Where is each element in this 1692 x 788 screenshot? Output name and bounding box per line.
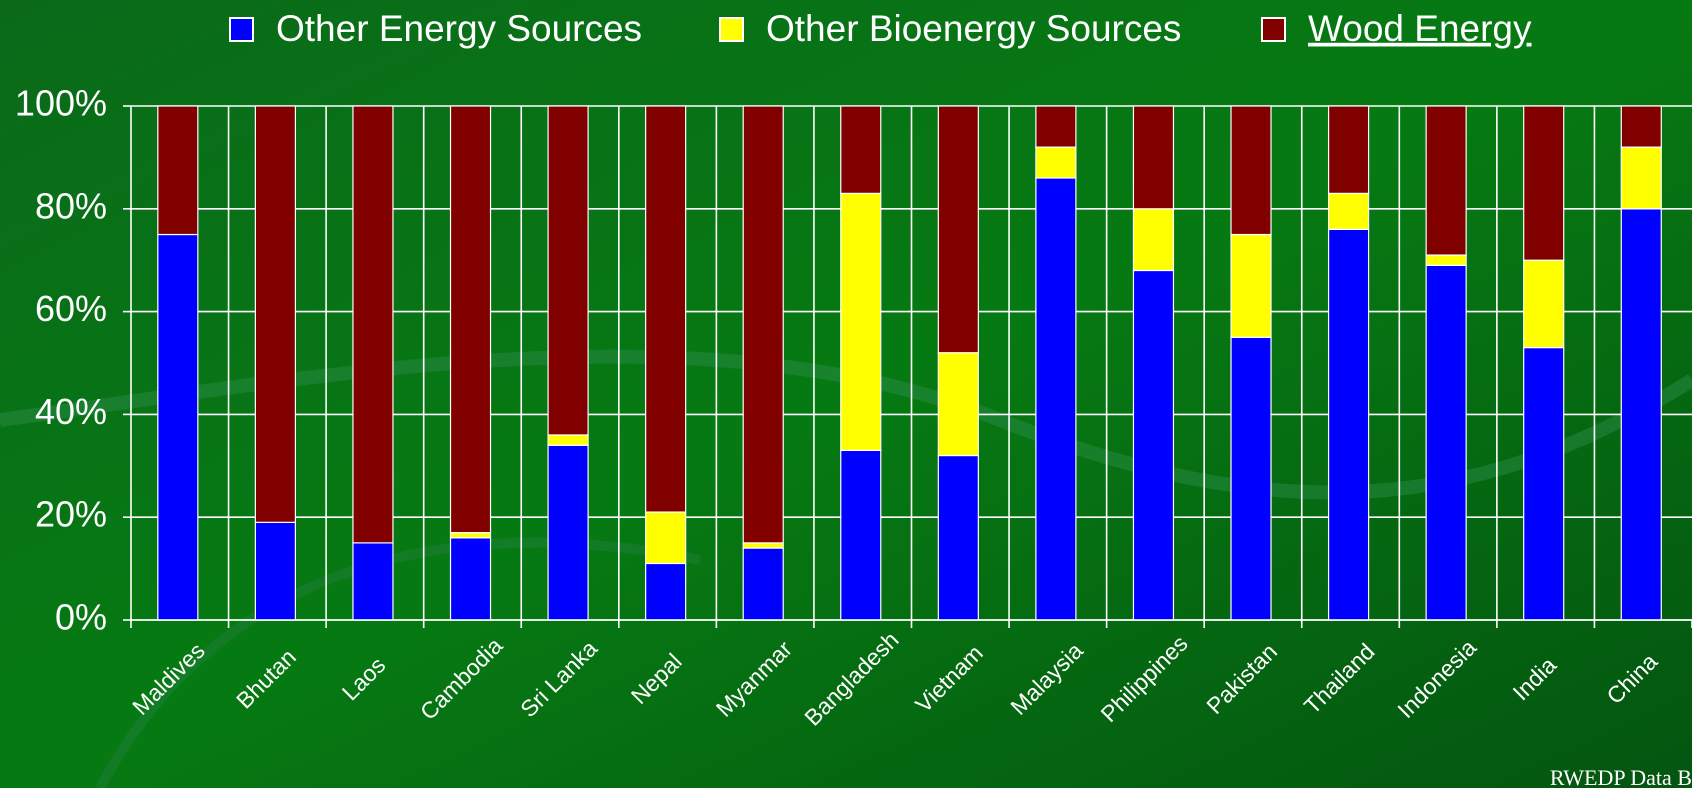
bar-segment [840,449,882,621]
bar-segment [1132,269,1175,621]
legend-label: Other Bioenergy Sources [766,8,1181,49]
bar-segment [742,542,784,549]
bar-segment [1620,105,1662,148]
bar-segment [645,562,687,621]
bar-segment [254,521,296,621]
bar-segment [352,105,394,544]
bar-segment [449,105,492,534]
y-tick-label: 20% [35,494,107,535]
y-tick-label: 0% [55,597,107,638]
bar-segment [1327,105,1370,194]
bar-segment [1035,105,1077,148]
bar-segment [742,105,784,544]
bar-segment [254,105,296,523]
bar-segment [449,532,492,539]
legend-swatch [719,17,744,42]
bar-segment [1035,177,1077,621]
bar-segment [1132,208,1175,272]
bar-segment [1425,105,1467,256]
bar-segment [840,192,882,451]
bar-segment [547,434,589,446]
bar-segment [1230,233,1272,338]
bar-segment [1523,259,1565,349]
y-tick-label: 60% [35,288,107,329]
legend-swatch [1261,17,1286,42]
bar-segment [157,233,199,621]
source: RWEDP Data B [1550,765,1692,788]
bar-segment [645,105,687,513]
bar-segment [547,444,589,621]
bar-segment [1230,105,1272,236]
bar-segment [157,105,199,236]
legend-label: Other Energy Sources [276,8,642,49]
bar-segment [1620,208,1662,621]
bar-segment [1425,264,1467,621]
y-tick-label: 100% [15,83,107,124]
bar-segment [937,352,979,457]
legend-swatch [229,17,254,42]
bar-segment [937,454,979,621]
bar-segment [352,542,394,621]
bar-segment [742,547,784,621]
legend-label: Wood Energy [1308,8,1532,49]
bar-segment [937,105,979,354]
y-tick-label: 40% [35,391,107,432]
bar-segment [1620,146,1662,210]
bar-segment [1523,105,1565,261]
bar-segment [840,105,882,194]
bar-segment [1425,254,1467,266]
bar-segment [1327,228,1370,621]
bar-segment [1035,146,1077,179]
y-tick-label: 80% [35,185,107,226]
bar-segment [1230,336,1272,621]
bar-segment [1132,105,1175,210]
bar-segment [449,537,492,621]
bar-segment [547,105,589,436]
bar-segment [1523,346,1565,621]
bar-segment [645,511,687,565]
bar-segment [1327,192,1370,230]
